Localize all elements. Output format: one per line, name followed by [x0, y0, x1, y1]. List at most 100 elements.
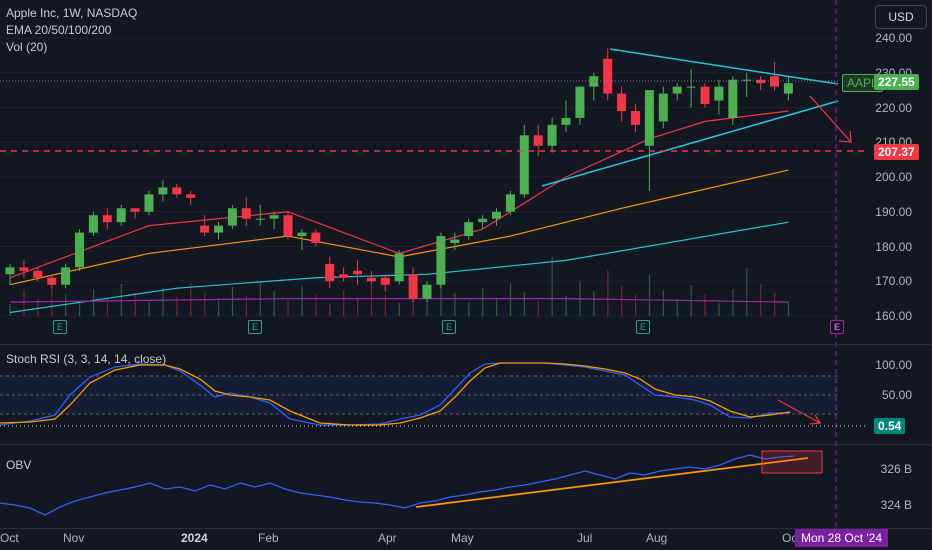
candle — [75, 229, 84, 271]
candle — [366, 270, 376, 285]
candle — [408, 267, 418, 303]
candle-body — [75, 232, 84, 268]
stoch-value-tag: 0.54 — [874, 418, 906, 434]
projection-arrow[interactable] — [809, 95, 852, 143]
time-axis-separator — [0, 528, 932, 529]
price-axis-label: 160.00 — [875, 309, 912, 323]
candle-body — [464, 222, 474, 237]
stoch-d-line — [0, 362, 791, 426]
candle — [436, 232, 446, 289]
candle-body — [339, 274, 349, 278]
volume-bar — [315, 295, 317, 316]
candle-body — [33, 270, 43, 278]
lower-trendline[interactable] — [541, 100, 839, 187]
obv-highlight-box — [761, 450, 823, 474]
candle — [269, 211, 279, 230]
obv-title[interactable]: OBV — [6, 458, 32, 472]
candle-body — [742, 79, 752, 81]
last-price-tag: 227.55 — [874, 74, 919, 90]
earnings-marker[interactable]: E — [53, 320, 67, 334]
price-axis-label: 200.00 — [875, 170, 912, 184]
obv-axis-label: 326 B — [880, 462, 912, 476]
candle — [617, 86, 627, 122]
candle — [283, 211, 293, 240]
pane-separator[interactable] — [0, 444, 932, 445]
candle-body — [728, 79, 738, 118]
candle-body — [283, 215, 293, 237]
candle-body — [422, 284, 432, 299]
earnings-marker-upcoming[interactable]: E — [830, 320, 844, 334]
volume-bar — [440, 284, 442, 316]
volume-bar — [398, 303, 400, 316]
candle — [658, 86, 668, 129]
candle-body — [658, 93, 668, 122]
candle — [33, 267, 43, 282]
candle-body — [255, 218, 265, 220]
earnings-marker[interactable]: E — [248, 320, 262, 334]
candle — [339, 267, 349, 282]
candle-body — [756, 79, 766, 84]
stoch-rsi-title[interactable]: Stoch RSI (3, 3, 14, 14, close) — [6, 352, 167, 366]
obv-axis-label: 324 B — [880, 498, 912, 512]
volume-bar — [357, 299, 359, 316]
currency-button[interactable]: USD — [875, 5, 927, 29]
volume-bar — [134, 293, 136, 316]
volume-bar — [218, 301, 220, 316]
volume-bar — [635, 295, 637, 316]
candle-body — [478, 218, 488, 223]
time-axis-label: Apr — [378, 531, 397, 545]
price-axis-label: 190.00 — [875, 204, 912, 219]
price-chart[interactable] — [0, 0, 932, 345]
candle — [214, 222, 223, 240]
candle — [172, 183, 182, 198]
candle-body — [116, 208, 126, 223]
candle — [130, 208, 140, 219]
volume-bar — [384, 294, 386, 316]
candle — [353, 260, 362, 285]
candle — [200, 215, 210, 237]
volume-bar — [79, 303, 81, 316]
volume-bar — [468, 302, 470, 316]
candle — [5, 263, 15, 285]
volume-bar — [496, 297, 498, 316]
candle-body — [61, 267, 71, 285]
candle-body — [394, 253, 404, 282]
symbol-tag: AAPL — [842, 74, 883, 92]
earnings-marker[interactable]: E — [442, 320, 456, 334]
ema-legend[interactable]: EMA 20/50/100/200 — [6, 23, 112, 37]
candle — [116, 204, 126, 226]
candle — [478, 215, 488, 230]
volume-legend[interactable]: Vol (20) — [6, 40, 48, 54]
volume-bar — [51, 285, 53, 316]
time-axis-label: May — [451, 531, 474, 545]
candle — [297, 229, 307, 250]
volume-bar — [273, 291, 275, 316]
stoch-rsi-pane[interactable] — [0, 345, 868, 445]
candle — [783, 76, 793, 101]
stoch-axis-label: 100.00 — [875, 358, 912, 372]
volume-bar — [9, 304, 11, 316]
candlesticks — [5, 48, 793, 303]
obv-pane[interactable] — [0, 445, 868, 530]
candle — [505, 190, 515, 216]
volume-bar — [732, 289, 734, 316]
candle-body — [672, 86, 682, 94]
candle — [380, 274, 390, 292]
candle-body — [144, 194, 154, 212]
upper-trendline[interactable] — [609, 48, 839, 85]
volume-bar — [648, 274, 651, 316]
pane-separator[interactable] — [0, 344, 932, 345]
candle-body — [102, 215, 112, 223]
candle — [700, 83, 710, 108]
candle-body — [700, 86, 710, 105]
candle — [158, 180, 168, 202]
price-axis-label: 180.00 — [875, 239, 912, 254]
candle — [47, 274, 57, 289]
time-axis-label: 2024 — [181, 531, 208, 545]
level-price-tag: 207.37 — [874, 144, 919, 160]
candle-body — [686, 86, 696, 88]
candle — [61, 263, 71, 289]
volume-bar — [454, 293, 456, 316]
candle — [492, 208, 501, 226]
earnings-marker[interactable]: E — [636, 320, 650, 334]
